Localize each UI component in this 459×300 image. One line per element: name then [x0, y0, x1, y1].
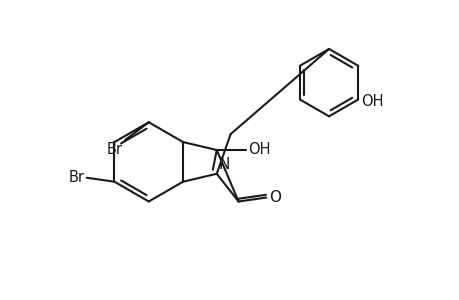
Text: OH: OH: [248, 142, 270, 158]
Text: Br: Br: [107, 142, 123, 157]
Text: Br: Br: [68, 170, 84, 185]
Text: O: O: [269, 190, 280, 205]
Text: OH: OH: [360, 94, 383, 109]
Text: N: N: [218, 157, 230, 172]
